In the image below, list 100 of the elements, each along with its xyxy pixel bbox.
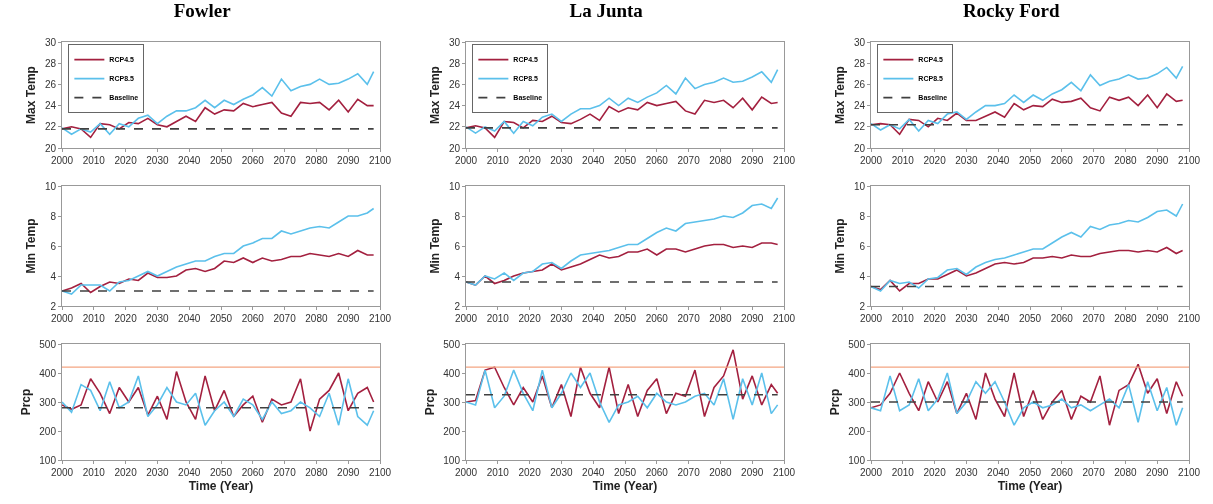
x-tick-label: 2100 bbox=[368, 313, 392, 324]
x-tick-label: 2000 bbox=[50, 155, 74, 166]
x-tick-label: 2040 bbox=[178, 313, 201, 324]
chart-title: Fowler bbox=[173, 0, 232, 22]
chart-title: La Junta bbox=[569, 0, 644, 22]
y-tick-label: 300 bbox=[39, 396, 57, 408]
x-tick-label: 2020 bbox=[518, 467, 542, 478]
x-tick-label: 2100 bbox=[368, 467, 392, 478]
y-tick-label: 22 bbox=[44, 121, 57, 133]
x-tick-label: 2030 bbox=[550, 313, 574, 324]
x-tick-label: 2090 bbox=[337, 467, 360, 478]
y-tick-label: 400 bbox=[39, 367, 57, 379]
x-tick-label: 2000 bbox=[859, 313, 883, 324]
y-tick-label: 200 bbox=[39, 425, 57, 437]
x-tick-label: 2050 bbox=[209, 313, 233, 324]
x-tick-label: 2000 bbox=[50, 467, 74, 478]
x-tick-label: 2010 bbox=[487, 155, 510, 166]
line-series bbox=[62, 70, 375, 136]
x-tick-label: 2020 bbox=[518, 155, 542, 166]
line-series bbox=[466, 369, 779, 424]
y-axis-title: Prcp bbox=[827, 388, 842, 416]
x-tick-label: 2100 bbox=[773, 313, 796, 324]
line-series bbox=[62, 249, 375, 294]
y-axis-title: Min Temp bbox=[428, 218, 443, 274]
y-tick-label: 400 bbox=[443, 367, 461, 379]
chart-title: Rocky Ford bbox=[962, 0, 1060, 22]
y-tick-label: 30 bbox=[853, 36, 866, 48]
x-tick-label: 2040 bbox=[582, 155, 606, 166]
y-tick-label: 300 bbox=[847, 396, 866, 408]
x-tick-label: 2060 bbox=[241, 155, 265, 166]
x-tick-label: 2030 bbox=[550, 467, 574, 478]
y-axis-title: Max Temp bbox=[428, 66, 443, 124]
y-axis-title: Prcp bbox=[18, 388, 33, 416]
x-tick-label: 2080 bbox=[1113, 467, 1137, 478]
y-tick-label: 10 bbox=[44, 180, 57, 192]
x-tick-label: 2090 bbox=[337, 155, 360, 166]
x-tick-label: 2010 bbox=[891, 155, 915, 166]
x-tick-label: 2060 bbox=[241, 467, 265, 478]
line-series bbox=[62, 207, 375, 295]
y-tick-label: 24 bbox=[449, 100, 461, 112]
x-tick-label: 2090 bbox=[1145, 155, 1169, 166]
y-tick-label: 100 bbox=[443, 454, 461, 466]
x-tick-label: 2020 bbox=[114, 313, 138, 324]
x-axis-title: Time (Year) bbox=[593, 478, 658, 493]
y-tick-label: 500 bbox=[847, 338, 866, 350]
y-tick-label: 20 bbox=[449, 142, 461, 154]
x-tick-label: 2070 bbox=[1082, 313, 1105, 324]
x-tick-label: 2070 bbox=[677, 467, 701, 478]
line-series bbox=[62, 375, 375, 426]
y-tick-label: 6 bbox=[454, 240, 461, 252]
y-tick-label: 4 bbox=[859, 270, 866, 282]
x-tick-label: 2070 bbox=[273, 467, 297, 478]
y-tick-label: 2 bbox=[454, 300, 461, 312]
x-tick-label: 2050 bbox=[1018, 313, 1042, 324]
x-tick-label: 2080 bbox=[305, 467, 328, 478]
x-tick-label: 2010 bbox=[487, 467, 510, 478]
x-tick-label: 2090 bbox=[741, 467, 765, 478]
line-series bbox=[870, 65, 1184, 132]
x-tick-label: 2090 bbox=[741, 313, 765, 324]
y-tick-label: 500 bbox=[39, 338, 57, 350]
x-tick-label: 2070 bbox=[677, 155, 701, 166]
line-series bbox=[466, 349, 779, 418]
x-tick-label: 2100 bbox=[773, 155, 796, 166]
x-tick-label: 2060 bbox=[646, 467, 669, 478]
x-tick-label: 2050 bbox=[614, 313, 637, 324]
x-tick-label: 2060 bbox=[646, 155, 669, 166]
y-tick-label: 24 bbox=[853, 100, 866, 112]
x-tick-label: 2030 bbox=[954, 467, 978, 478]
x-tick-label: 2010 bbox=[82, 467, 106, 478]
x-tick-label: 2000 bbox=[859, 467, 883, 478]
x-tick-label: 2080 bbox=[305, 313, 328, 324]
x-tick-label: 2010 bbox=[487, 313, 510, 324]
y-tick-label: 200 bbox=[443, 425, 461, 437]
y-tick-label: 4 bbox=[454, 270, 461, 282]
y-tick-label: 8 bbox=[454, 210, 461, 222]
y-tick-label: 2 bbox=[50, 300, 57, 312]
y-tick-label: 10 bbox=[449, 180, 461, 192]
y-axis-title: Max Temp bbox=[832, 66, 847, 124]
line-series bbox=[466, 197, 779, 286]
y-tick-label: 20 bbox=[853, 142, 866, 154]
x-tick-label: 2060 bbox=[1050, 467, 1074, 478]
x-tick-label: 2100 bbox=[1177, 313, 1201, 324]
x-tick-label: 2070 bbox=[273, 155, 297, 166]
x-tick-label: 2100 bbox=[1177, 155, 1201, 166]
x-tick-label: 2020 bbox=[114, 467, 138, 478]
x-tick-label: 2040 bbox=[178, 155, 201, 166]
x-tick-label: 2040 bbox=[986, 155, 1010, 166]
y-tick-label: 6 bbox=[859, 240, 866, 252]
x-tick-label: 2050 bbox=[1018, 467, 1042, 478]
x-tick-label: 2070 bbox=[677, 313, 701, 324]
x-axis-title: Time (Year) bbox=[997, 478, 1062, 493]
x-tick-label: 2000 bbox=[455, 467, 478, 478]
x-tick-label: 2060 bbox=[1050, 155, 1074, 166]
x-tick-label: 2030 bbox=[146, 155, 169, 166]
x-tick-label: 2080 bbox=[305, 155, 328, 166]
x-tick-label: 2050 bbox=[614, 467, 637, 478]
x-tick-label: 2080 bbox=[709, 155, 733, 166]
x-tick-label: 2060 bbox=[1050, 313, 1074, 324]
x-tick-label: 2070 bbox=[273, 313, 297, 324]
line-series bbox=[62, 370, 375, 432]
